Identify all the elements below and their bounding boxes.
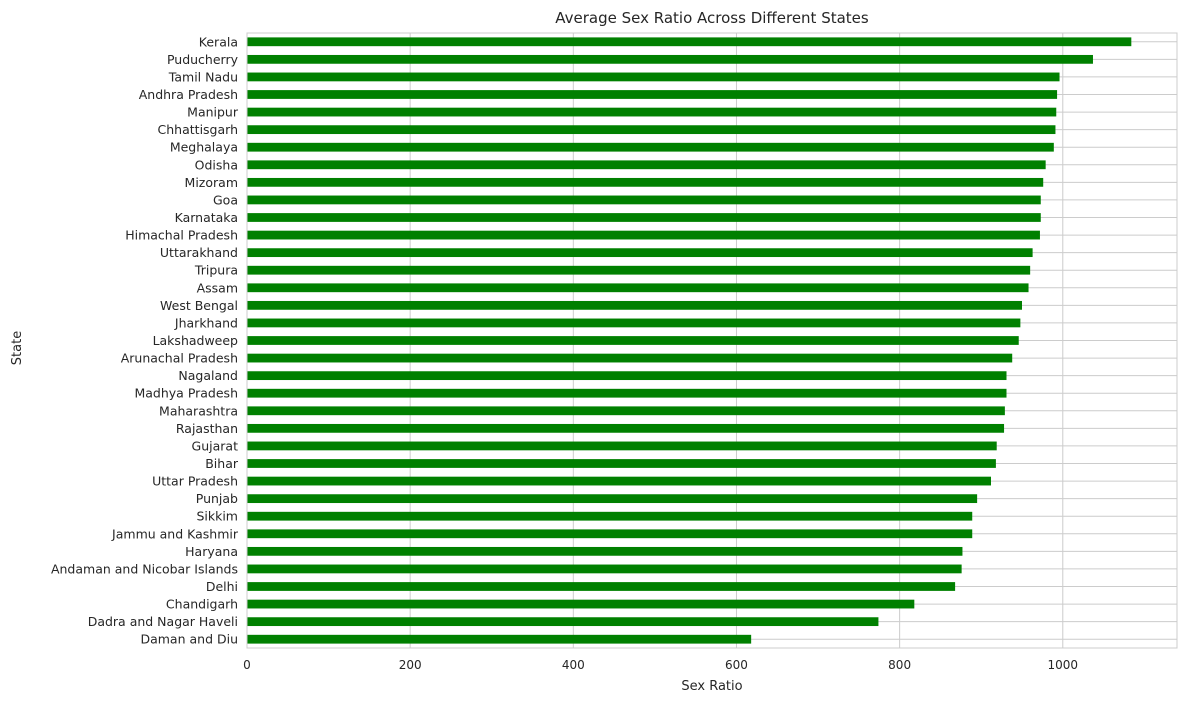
bar-andaman-and-nicobar-islands (247, 564, 962, 574)
y-tick-label: Rajasthan (176, 421, 238, 436)
y-tick-label: Mizoram (185, 175, 238, 190)
bar-odisha (247, 160, 1046, 170)
y-tick-label: Nagaland (178, 368, 238, 383)
bar-chhattisgarh (247, 125, 1056, 135)
x-tick-label: 600 (725, 658, 748, 672)
bar-himachal-pradesh (247, 230, 1040, 240)
chart-title: Average Sex Ratio Across Different State… (555, 9, 869, 27)
y-axis-label: State (10, 331, 25, 365)
y-tick-label: Himachal Pradesh (125, 228, 238, 243)
y-tick-label: Daman and Diu (140, 632, 238, 647)
bar-gujarat (247, 441, 997, 451)
y-tick-label: Tripura (194, 263, 238, 278)
bar-puducherry (247, 54, 1093, 64)
y-tick-label: Karnataka (175, 210, 238, 225)
bar-goa (247, 195, 1041, 205)
y-tick-label: Andhra Pradesh (139, 87, 238, 102)
bar-maharashtra (247, 406, 1005, 416)
x-tick-label: 1000 (1048, 658, 1079, 672)
y-tick-label: Lakshadweep (153, 333, 238, 348)
bar-dadra-and-nagar-haveli (247, 617, 879, 627)
bar-tripura (247, 265, 1031, 275)
y-tick-label: Haryana (185, 544, 238, 559)
bar-west-bengal (247, 300, 1022, 310)
bar-bihar (247, 459, 996, 468)
y-tick-label: Bihar (205, 456, 239, 471)
bar-meghalaya (247, 142, 1054, 152)
bar-chandigarh (247, 599, 915, 609)
y-tick-label: Punjab (196, 491, 238, 506)
y-tick-label: Manipur (187, 105, 239, 120)
y-tick-label: Uttar Pradesh (152, 474, 238, 489)
bar-jammu-and-kashmir (247, 529, 973, 539)
y-tick-labels: Kerala Puducherry Tamil Nadu Andhra Pradesh… (51, 34, 239, 646)
bar-andhra-pradesh (247, 90, 1058, 99)
y-tick-label: Goa (213, 192, 238, 207)
bar-delhi (247, 582, 956, 591)
y-tick-label: Madhya Pradesh (134, 386, 238, 401)
y-tick-label: Kerala (199, 34, 238, 49)
bar-haryana (247, 546, 963, 556)
bar-assam (247, 283, 1029, 293)
bar-sikkim (247, 511, 973, 521)
bar-mizoram (247, 177, 1044, 187)
y-tick-label: Chandigarh (166, 597, 238, 612)
y-tick-label: Andaman and Nicobar Islands (51, 561, 238, 576)
bar-karnataka (247, 213, 1041, 222)
y-tick-label: Delhi (206, 579, 238, 594)
x-tick-label: 0 (243, 658, 251, 672)
bar-lakshadweep (247, 336, 1019, 345)
x-tick-label: 800 (888, 658, 911, 672)
bar-uttar-pradesh (247, 476, 991, 486)
y-tick-label: Meghalaya (170, 140, 238, 155)
y-tick-label: Chhattisgarh (158, 122, 238, 137)
bar-kerala (247, 37, 1132, 47)
bar-madhya-pradesh (247, 388, 1007, 398)
y-tick-label: Dadra and Nagar Haveli (88, 614, 238, 629)
bar-tamil-nadu (247, 72, 1060, 82)
x-axis-label: Sex Ratio (681, 679, 742, 694)
y-tick-label: Maharashtra (159, 403, 238, 418)
bar-punjab (247, 494, 978, 504)
bar-layer (247, 37, 1132, 644)
x-tick-label: 400 (562, 658, 585, 672)
y-tick-label: Odisha (195, 157, 238, 172)
x-tick-labels: 0 200 400 600 800 1000 (243, 658, 1078, 672)
y-tick-label: Tamil Nadu (168, 69, 238, 84)
y-tick-label: Sikkim (196, 509, 238, 524)
bar-jharkhand (247, 318, 1021, 328)
x-tick-label: 200 (399, 658, 422, 672)
bar-arunachal-pradesh (247, 353, 1013, 363)
bar-nagaland (247, 371, 1007, 381)
y-tick-label: Jammu and Kashmir (111, 526, 239, 541)
y-tick-label: Puducherry (167, 52, 239, 67)
y-tick-label: Arunachal Pradesh (121, 351, 238, 366)
bar-manipur (247, 107, 1057, 117)
y-tick-label: Jharkhand (174, 315, 238, 330)
bar-rajasthan (247, 423, 1005, 433)
y-tick-label: West Bengal (160, 298, 238, 313)
plot-frame (246, 32, 1178, 649)
y-tick-label: Uttarakhand (160, 245, 238, 260)
y-tick-label: Assam (197, 280, 238, 295)
y-tick-label: Gujarat (192, 438, 239, 453)
bar-uttarakhand (247, 248, 1033, 258)
bar-daman-and-diu (247, 634, 752, 644)
